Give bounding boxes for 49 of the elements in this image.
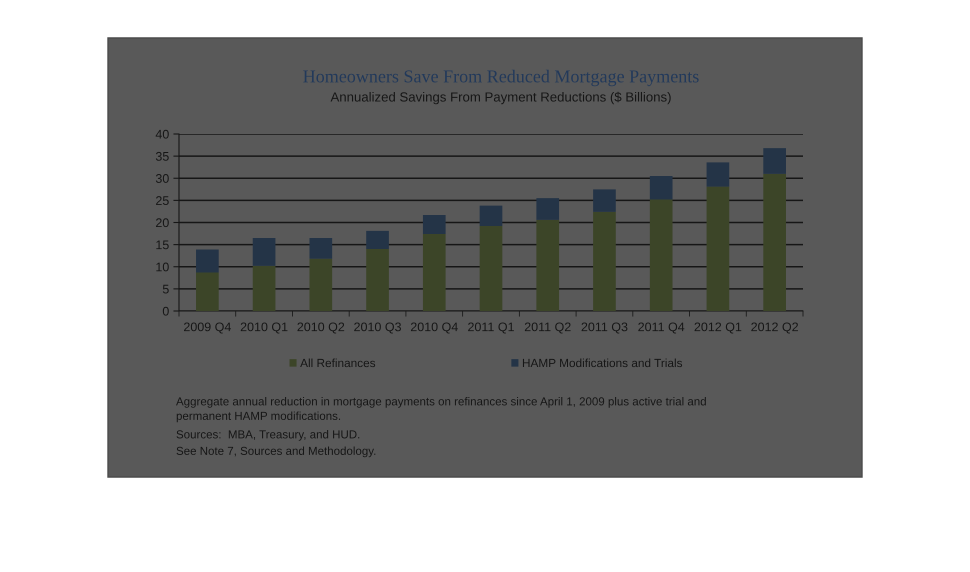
y-tick-label: 0 (162, 306, 169, 316)
y-tick-label: 35 (156, 152, 169, 161)
bar (593, 189, 616, 212)
y-tick-label: 10 (156, 262, 169, 272)
chart-subtitle: Annualized Savings From Payment Reductions ($ Billions) (330, 92, 671, 104)
legend-label: All Refinances (300, 358, 376, 368)
x-tick-label: 2010 Q3 (354, 322, 401, 334)
bar (366, 230, 389, 250)
bar (763, 174, 786, 311)
x-tick-label: 2009 Q4 (184, 322, 231, 334)
text: Aggregate annual reduction in mortgage payments on refinances since April 1, 2009 plus active trial and permanent HAMP modifications. (176, 397, 706, 422)
bar (252, 238, 276, 266)
x-tick-label: 2011 Q2 (524, 322, 571, 334)
x-tick-label: 2011 Q3 (582, 322, 628, 334)
bar (480, 226, 502, 311)
bar (422, 234, 446, 311)
bar (309, 258, 332, 311)
bar (706, 186, 730, 311)
bar (706, 162, 730, 187)
x-tick-label: 2011 Q1 (468, 322, 514, 334)
source-note: Sources: MBA, Treasury, and HUD. (176, 430, 360, 441)
bar (763, 148, 786, 174)
bar (422, 214, 446, 234)
x-tick-label: 2011 Q4 (638, 322, 684, 334)
bar (593, 212, 616, 311)
x-tick-label: 2012 Q1 (694, 322, 742, 334)
x-tick-label: 2012 Q2 (751, 322, 798, 334)
bar (309, 238, 332, 259)
bar (196, 272, 219, 311)
bar (252, 266, 276, 311)
y-tick-label: 15 (156, 240, 169, 250)
y-tick-label: 5 (162, 284, 169, 294)
bar (650, 176, 673, 200)
legend-label: HAMP Modifications and Trials (522, 358, 682, 368)
x-tick-label: 2010 Q4 (410, 322, 458, 334)
y-tick-label: 40 (156, 130, 169, 139)
x-tick-label: 2010 Q2 (297, 322, 344, 334)
bar (650, 199, 673, 311)
bar (480, 206, 502, 226)
bar (536, 220, 560, 311)
x-tick-label: 2010 Q1 (240, 322, 288, 334)
text: See Note 7, Sources and Methodology. (176, 446, 376, 458)
y-tick-label: 30 (156, 174, 169, 183)
bar (196, 249, 219, 273)
y-tick-label: 20 (156, 218, 169, 228)
bar (536, 198, 560, 220)
chart-title: Homeowners Save From Reduced Mortgage Payments (303, 70, 699, 86)
y-tick-label: 25 (156, 196, 169, 206)
bar (366, 249, 389, 311)
